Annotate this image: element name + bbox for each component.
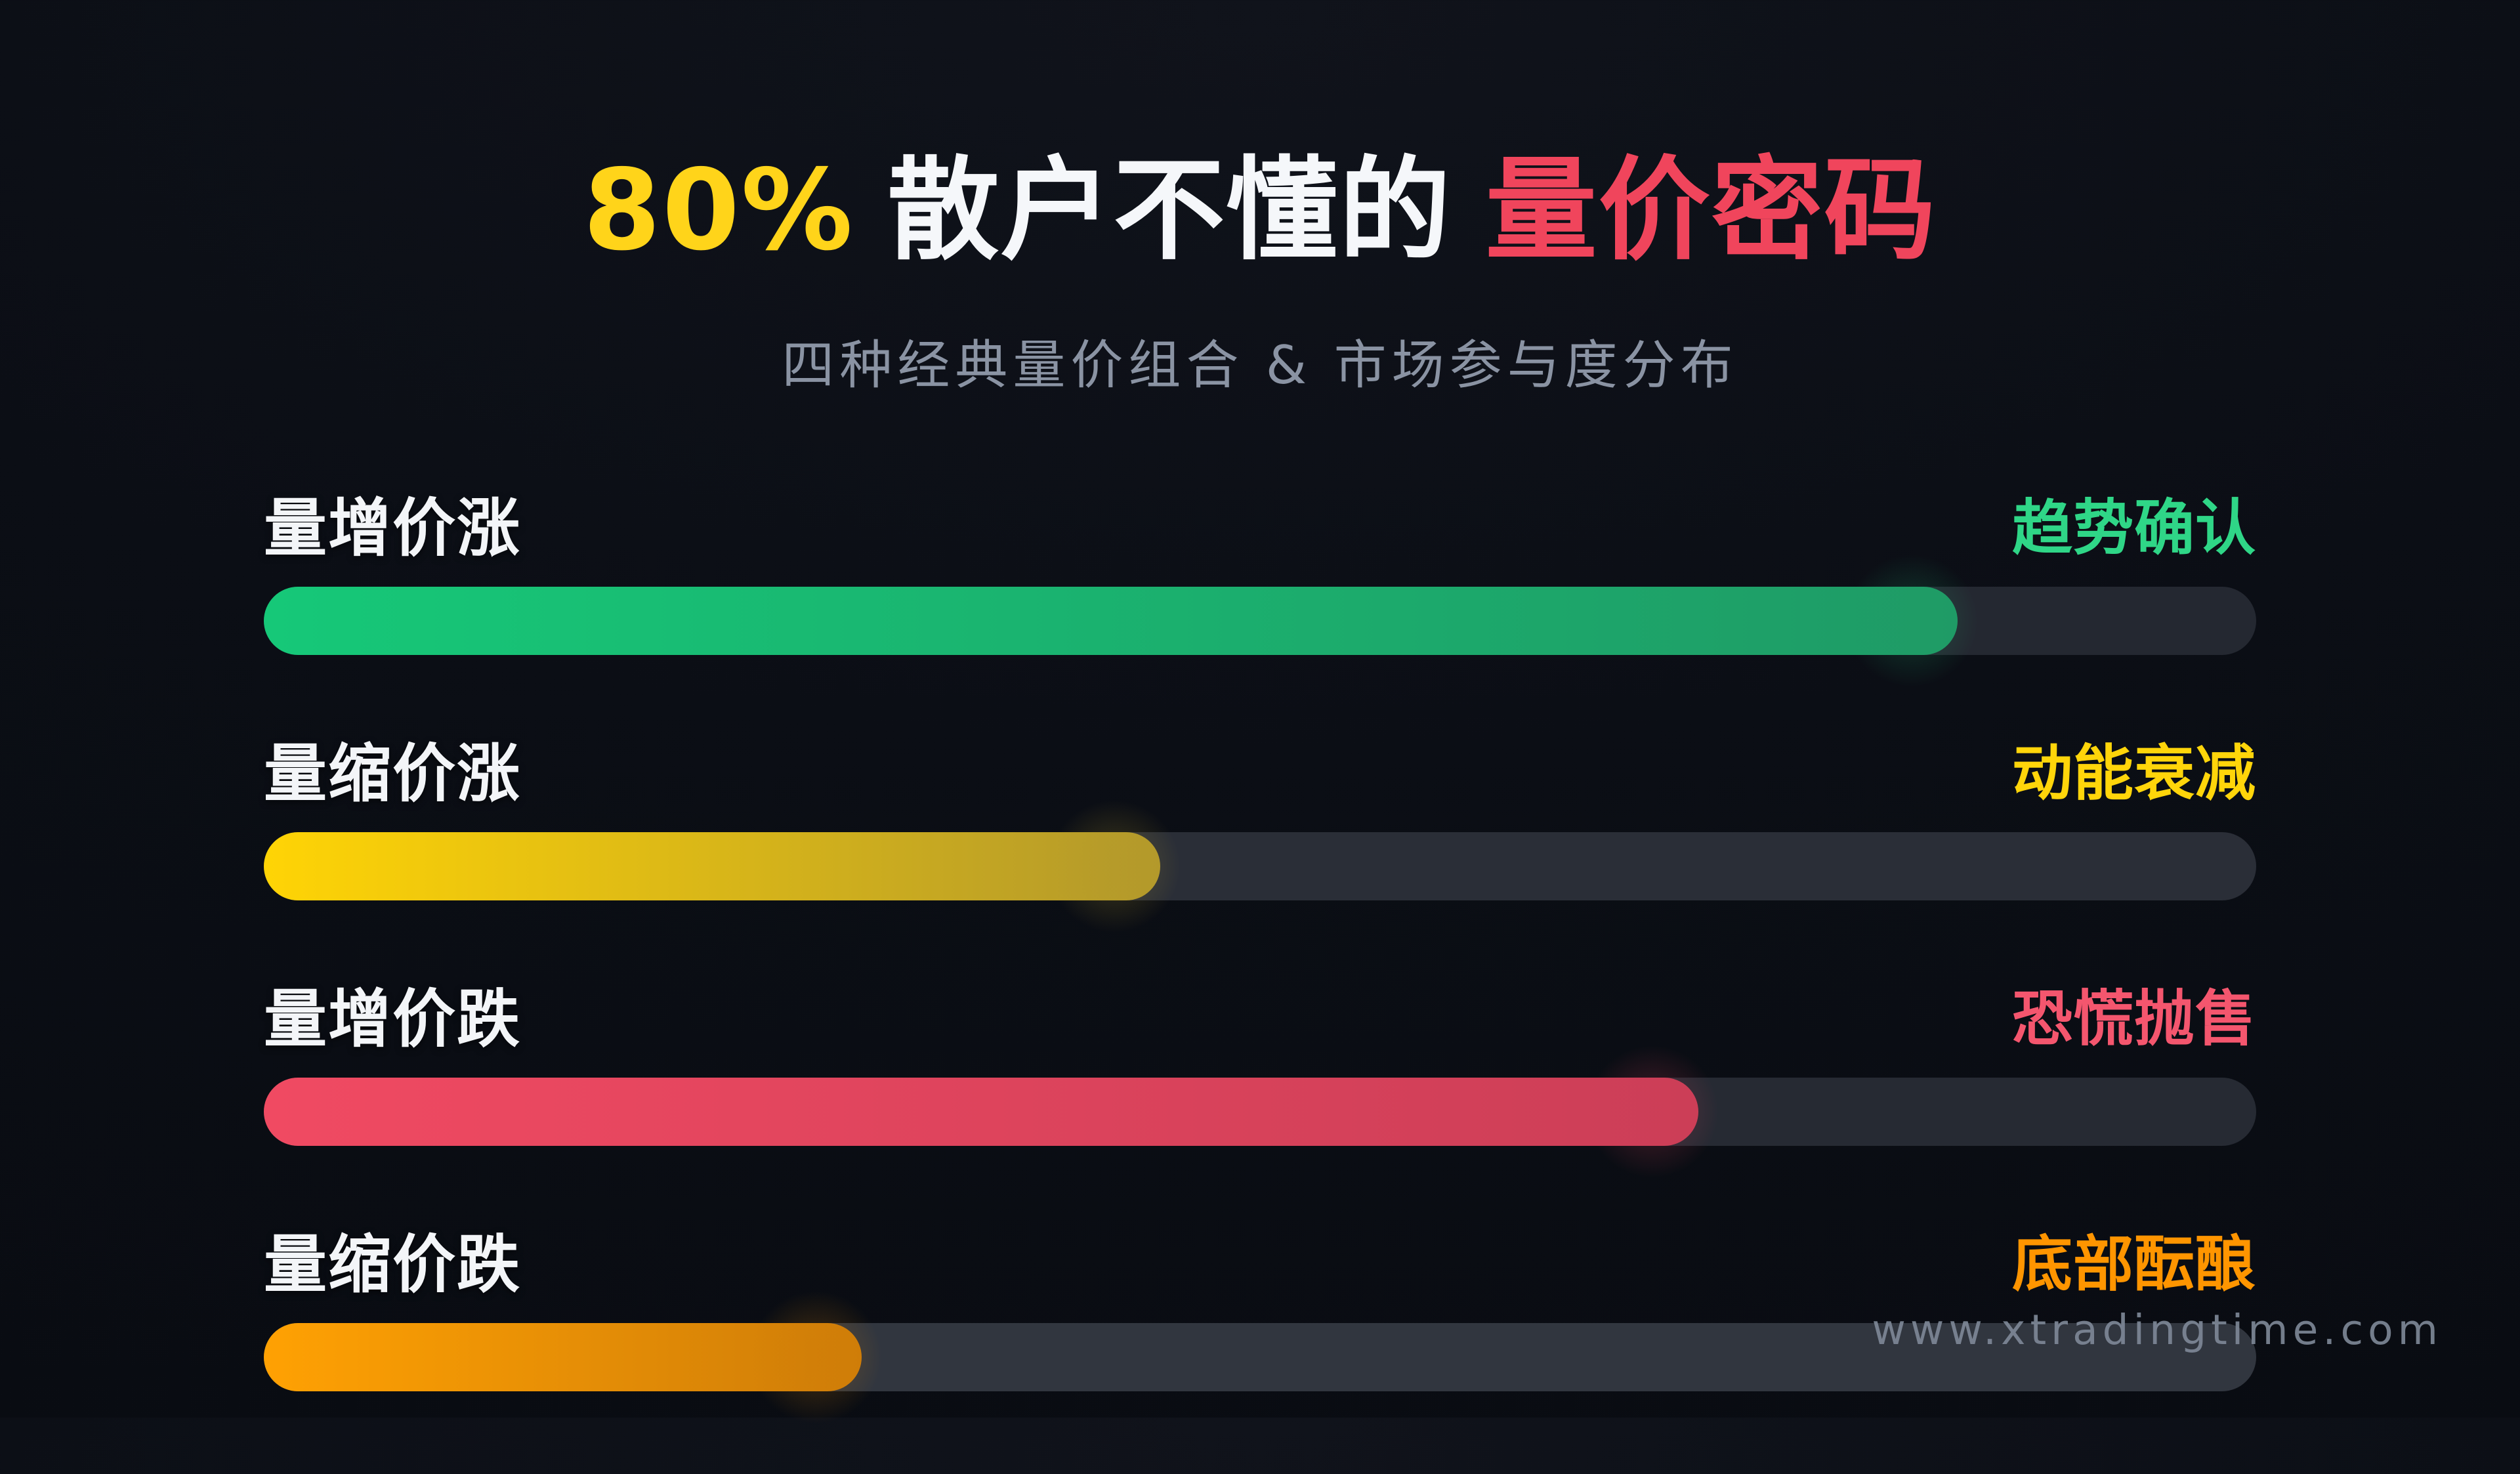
title-segment-keyword: 量价密码 — [1485, 146, 1937, 276]
bar-fill — [264, 1020, 1744, 1204]
watermark-url: www.xtradingtime.com — [1872, 1306, 2443, 1354]
bar-fill — [264, 774, 1207, 958]
chart-row-volume-up-price-down: 量增价跌 恐慌抛售 — [264, 983, 2256, 1204]
row-labels: 量缩价涨 动能衰减 — [264, 738, 2256, 810]
row-labels: 量增价跌 恐慌抛售 — [264, 983, 2256, 1055]
row-labels: 量增价涨 趋势确认 — [264, 492, 2256, 564]
title-segment-percent: 80% — [583, 146, 854, 276]
bar-track — [264, 1020, 2256, 1204]
bar-track — [264, 774, 2256, 958]
annotation-label: 底部酝酿 — [2011, 1229, 2256, 1299]
category-label: 量缩价跌 — [264, 1228, 521, 1301]
bar-fill — [264, 1265, 908, 1449]
page-subtitle: 四种经典量价组合 & 市场参与度分布 — [782, 335, 1738, 396]
annotation-label: 动能衰减 — [2011, 738, 2256, 809]
category-label: 量缩价涨 — [264, 737, 521, 811]
annotation-label: 恐慌抛售 — [2011, 984, 2256, 1054]
bar-fill — [264, 529, 2004, 713]
title-segment-middle: 散户不懂的 — [887, 146, 1452, 276]
infographic-canvas: 80% 散户不懂的 量价密码 四种经典量价组合 & 市场参与度分布 量增价涨 趋势确… — [0, 148, 2520, 1449]
category-label: 量增价涨 — [264, 492, 521, 565]
page-title: 80% 散户不懂的 量价密码 — [0, 148, 2520, 273]
bar-track — [264, 529, 2256, 713]
category-label: 量增价跌 — [264, 982, 521, 1056]
chart-row-volume-up-price-up: 量增价涨 趋势确认 — [264, 492, 2256, 713]
annotation-label: 趋势确认 — [2011, 493, 2256, 563]
chart-row-volume-down-price-up: 量缩价涨 动能衰减 — [264, 738, 2256, 958]
row-labels: 量缩价跌 底部酝酿 — [264, 1229, 2256, 1301]
